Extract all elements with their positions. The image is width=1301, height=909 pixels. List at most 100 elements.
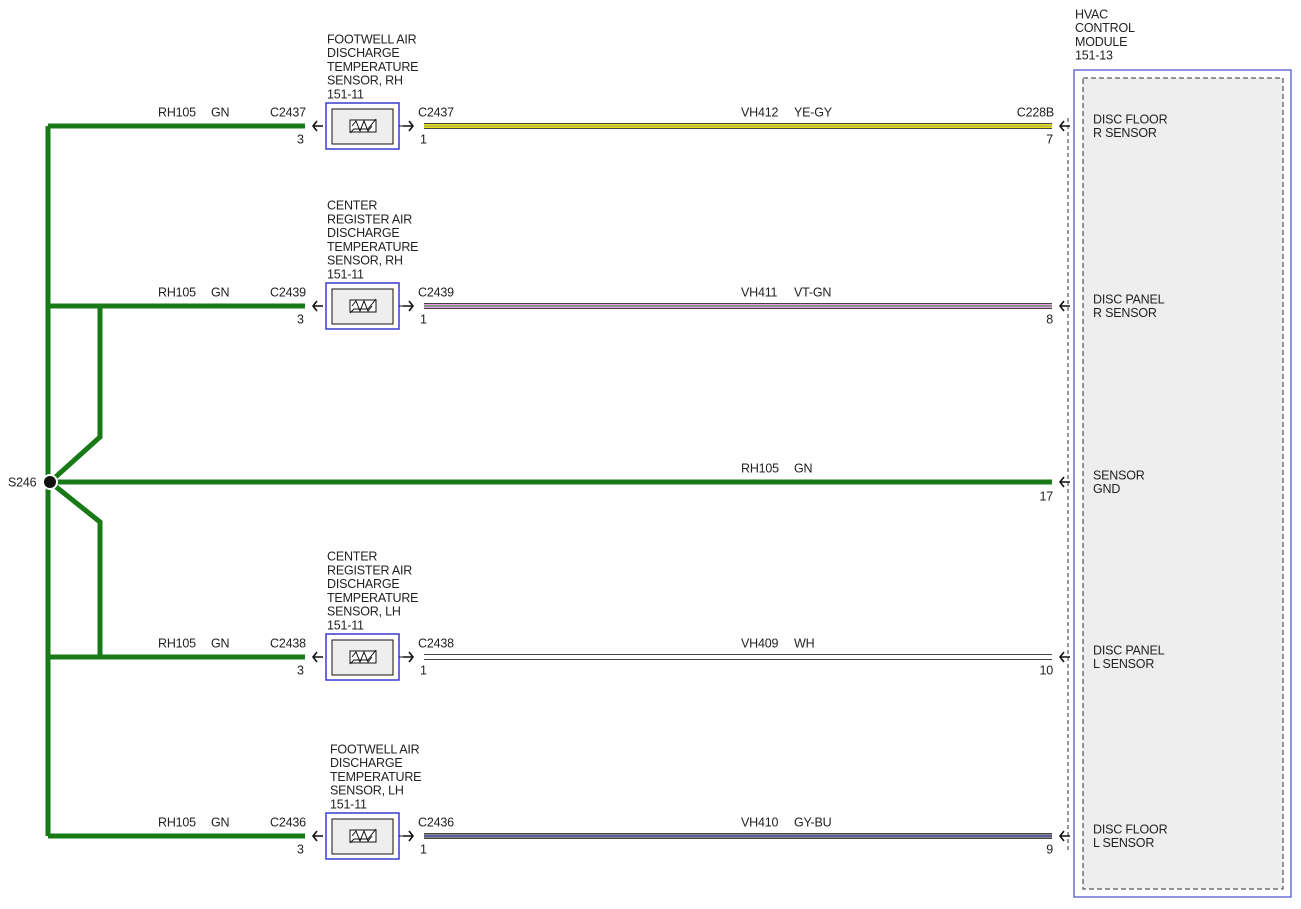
module-pin: 10 [1039, 663, 1053, 677]
ground-color: GN [211, 105, 230, 119]
sensor-label: DISCHARGE [327, 226, 400, 240]
ground-connector: C2439 [270, 285, 306, 299]
sensor-label: SENSOR, LH [327, 605, 401, 619]
sensor-label: CENTER [327, 549, 377, 563]
sensor-label: SENSOR, RH [327, 74, 403, 88]
module-function: SENSOR [1093, 468, 1145, 482]
module-pin: 9 [1046, 842, 1053, 856]
ground-circuit: RH105 [158, 815, 196, 829]
connector-arrow [403, 830, 415, 842]
signal-connector: C2438 [418, 636, 454, 650]
module-outline [1073, 69, 1292, 898]
module-function: DISC FLOOR [1093, 112, 1168, 126]
module-function: L SENSOR [1093, 657, 1154, 671]
wire-color: YE-GY [794, 105, 833, 119]
sensor-label: 151-11 [327, 618, 364, 632]
module-label: HVAC [1075, 7, 1108, 21]
sensor-label: 151-11 [327, 267, 364, 281]
module-function: DISC FLOOR [1093, 822, 1168, 836]
signal-pin: 1 [420, 663, 427, 677]
circuit: RH105 [741, 461, 779, 475]
wire-color: GN [794, 461, 813, 475]
module-label: 151-13 [1075, 49, 1113, 63]
ground-pin: 3 [297, 132, 304, 146]
connector-arrow [403, 120, 415, 132]
signal-connector: C2437 [418, 105, 454, 119]
signal-connector: C2436 [418, 815, 454, 829]
module-connector: C228B [1017, 105, 1054, 119]
module-body [1082, 77, 1284, 890]
connector-arrow [1058, 300, 1070, 312]
circuit: VH410 [741, 815, 778, 829]
sensor-label: REGISTER AIR [327, 212, 412, 226]
thermistor-symbol [349, 298, 377, 314]
circuit: VH412 [741, 105, 778, 119]
module-pin: 7 [1046, 132, 1053, 146]
module-function: DISC PANEL [1093, 292, 1165, 306]
sensor-label: DISCHARGE [330, 756, 403, 770]
connector-arrow [1058, 120, 1070, 132]
module-function: R SENSOR [1093, 126, 1157, 140]
module-label: MODULE [1075, 35, 1127, 49]
connector-arrow [311, 120, 323, 132]
sensor-label: SENSOR, LH [330, 784, 404, 798]
sensor-label: FOOTWELL AIR [330, 742, 420, 756]
splice [42, 474, 58, 490]
connector-arrow [311, 651, 323, 663]
splice-label: S246 [8, 475, 37, 489]
connector-arrow [1058, 651, 1070, 663]
sensor-label: SENSOR, RH [327, 254, 403, 268]
thermistor-symbol [349, 118, 377, 134]
ground-pin: 3 [297, 312, 304, 326]
thermistor [349, 119, 377, 133]
ground-connector: C2437 [270, 105, 306, 119]
ground-color: GN [211, 815, 230, 829]
sensor-label: TEMPERATURE [327, 240, 418, 254]
connector-arrow [403, 300, 415, 312]
ground-connector: C2436 [270, 815, 306, 829]
connector-arrow [1058, 830, 1070, 842]
connector-arrow [1058, 476, 1070, 488]
circuit: VH409 [741, 636, 778, 650]
thermistor [349, 299, 377, 313]
thermistor-symbol [349, 828, 377, 844]
signal-connector: C2439 [418, 285, 454, 299]
sensor-label: TEMPERATURE [330, 770, 421, 784]
wire-color: VT-GN [794, 285, 831, 299]
sensor-label: DISCHARGE [327, 577, 400, 591]
module-pin: 17 [1039, 489, 1053, 503]
connector-arrow [311, 300, 323, 312]
sensor-label: REGISTER AIR [327, 563, 412, 577]
sensor-label: DISCHARGE [327, 46, 400, 60]
module-function: DISC PANEL [1093, 643, 1165, 657]
sensor-label: FOOTWELL AIR [327, 32, 417, 46]
sensor-label: 151-11 [327, 87, 364, 101]
sensor-label: TEMPERATURE [327, 591, 418, 605]
wire-color: GY-BU [794, 815, 832, 829]
module-function: GND [1093, 482, 1120, 496]
signal-pin: 1 [420, 842, 427, 856]
signal-pin: 1 [420, 132, 427, 146]
sensor-label: CENTER [327, 198, 377, 212]
ground-circuit: RH105 [158, 636, 196, 650]
ground-circuit: RH105 [158, 105, 196, 119]
connector-arrow [311, 830, 323, 842]
ground-pin: 3 [297, 842, 304, 856]
thermistor [349, 829, 377, 843]
ground-color: GN [211, 636, 230, 650]
wire-color: WH [794, 636, 815, 650]
module-function: L SENSOR [1093, 836, 1154, 850]
connector-arrow [403, 651, 415, 663]
module-pin: 8 [1046, 312, 1053, 326]
sensor-label: 151-11 [330, 797, 367, 811]
ground-connector: C2438 [270, 636, 306, 650]
sensor-label: TEMPERATURE [327, 60, 418, 74]
ground-circuit: RH105 [158, 285, 196, 299]
thermistor [349, 650, 377, 664]
thermistor-symbol [349, 649, 377, 665]
signal-pin: 1 [420, 312, 427, 326]
module-function: R SENSOR [1093, 306, 1157, 320]
ground-pin: 3 [297, 663, 304, 677]
circuit: VH411 [741, 285, 778, 299]
